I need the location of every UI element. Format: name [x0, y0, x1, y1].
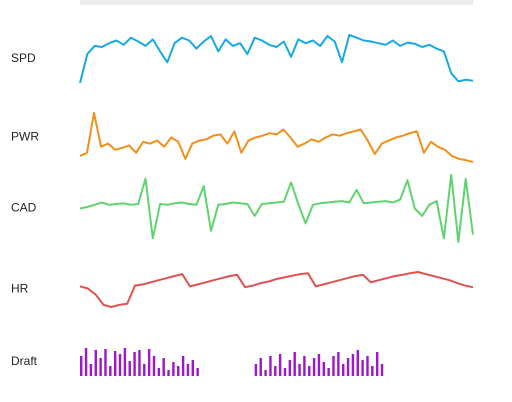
- bar: [312, 358, 316, 376]
- bar: [366, 356, 369, 376]
- bar: [113, 351, 117, 376]
- bar: [254, 364, 258, 376]
- bar: [152, 356, 156, 376]
- bar: [162, 358, 165, 376]
- bar: [123, 348, 127, 376]
- bar: [264, 370, 267, 376]
- bar: [288, 360, 292, 376]
- bar: [157, 368, 161, 376]
- bar: [181, 356, 185, 376]
- series-line: [79, 174, 474, 243]
- row-label: SPD: [11, 51, 36, 65]
- bar: [133, 352, 136, 376]
- bar: [196, 368, 199, 376]
- bar: [293, 352, 296, 376]
- bar: [109, 366, 112, 376]
- bar: [303, 356, 306, 376]
- bar: [346, 358, 350, 376]
- bar: [89, 364, 93, 376]
- bar: [356, 350, 359, 376]
- series-line: [79, 34, 474, 84]
- bar: [138, 350, 141, 376]
- bar: [283, 368, 287, 376]
- bar: [177, 366, 180, 376]
- bar: [351, 354, 355, 376]
- scrollbar: [80, 0, 473, 5]
- row-label: CAD: [11, 201, 37, 215]
- bar: [322, 362, 326, 376]
- bar: [128, 361, 131, 376]
- bar: [191, 360, 195, 376]
- bar: [317, 354, 321, 376]
- bar: [298, 364, 301, 376]
- bar: [371, 366, 374, 376]
- bar: [84, 348, 88, 376]
- bar: [259, 358, 262, 376]
- bar: [99, 358, 102, 376]
- bar: [361, 360, 364, 376]
- series-line: [79, 271, 474, 308]
- bar: [332, 356, 335, 376]
- bar: [80, 356, 83, 376]
- bar: [147, 349, 151, 376]
- bar: [269, 356, 272, 376]
- row-label: Draft: [11, 354, 38, 368]
- row-label: HR: [11, 282, 29, 296]
- bar: [342, 364, 345, 376]
- bar: [167, 370, 170, 376]
- bar: [375, 352, 379, 376]
- bar: [104, 349, 107, 376]
- bar: [186, 364, 190, 376]
- bar: [327, 368, 330, 376]
- series-line: [79, 112, 474, 163]
- bar: [143, 364, 146, 376]
- row-label: PWR: [11, 130, 39, 144]
- bar: [278, 354, 282, 376]
- bar: [118, 354, 122, 376]
- bar: [172, 362, 175, 376]
- bar: [308, 366, 311, 376]
- bar: [380, 364, 384, 376]
- bar: [94, 350, 97, 376]
- bar: [337, 352, 340, 376]
- bar: [274, 366, 277, 376]
